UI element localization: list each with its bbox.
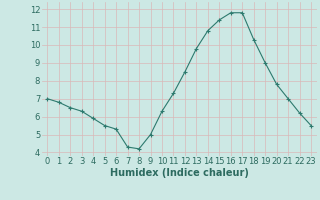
X-axis label: Humidex (Indice chaleur): Humidex (Indice chaleur) xyxy=(110,168,249,178)
